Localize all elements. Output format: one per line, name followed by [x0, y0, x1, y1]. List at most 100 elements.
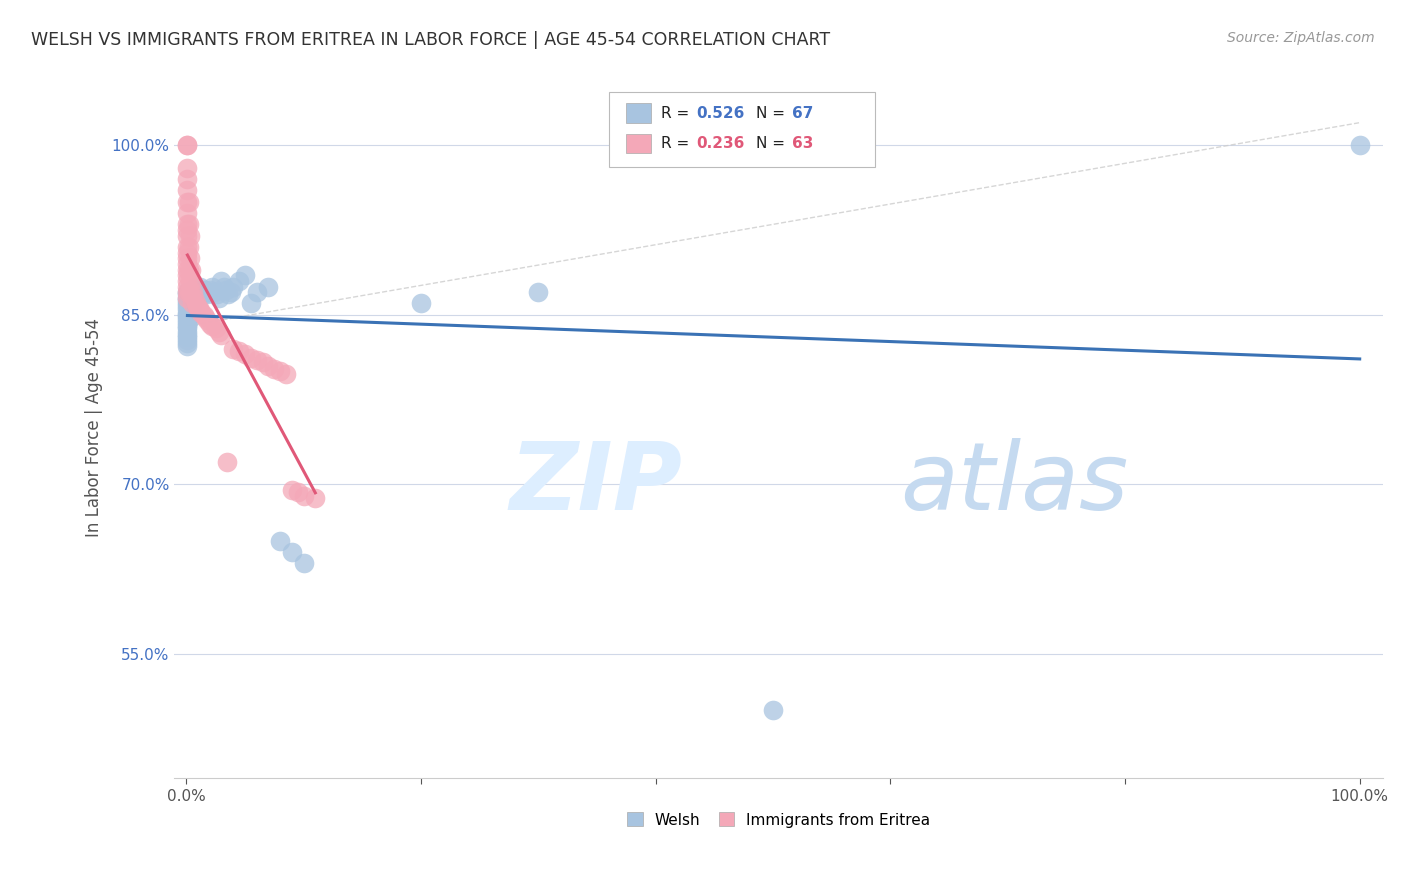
Point [180, 285, 202, 300]
Point [176, 339, 198, 353]
Point [201, 279, 224, 293]
Point [187, 301, 209, 315]
Point [269, 533, 291, 548]
Point [176, 305, 198, 319]
Point [176, 302, 198, 317]
Text: ZIP: ZIP [509, 438, 682, 530]
Point [177, 308, 200, 322]
Point [257, 279, 280, 293]
Point [177, 291, 200, 305]
Point [1348, 138, 1371, 153]
Point [176, 285, 198, 300]
Point [176, 308, 198, 322]
Point [179, 296, 201, 310]
Point [212, 279, 235, 293]
Point [202, 285, 225, 300]
Y-axis label: In Labor Force | Age 45-54: In Labor Force | Age 45-54 [86, 318, 103, 537]
Point [208, 325, 231, 339]
Point [222, 279, 245, 293]
Point [177, 285, 200, 300]
Point [205, 287, 228, 301]
Point [263, 362, 285, 376]
Point [176, 240, 198, 254]
Point [274, 367, 297, 381]
Point [176, 184, 198, 198]
Point [184, 279, 207, 293]
Point [281, 483, 304, 497]
Point [195, 287, 218, 301]
Point [177, 296, 200, 310]
Point [527, 285, 550, 300]
Point [176, 218, 198, 232]
Point [204, 321, 226, 335]
Point [217, 287, 239, 301]
Text: R =: R = [661, 106, 695, 121]
Point [176, 287, 198, 301]
Point [180, 262, 202, 277]
Point [217, 455, 239, 469]
Text: N =: N = [756, 136, 790, 152]
Point [187, 287, 209, 301]
Point [181, 274, 204, 288]
Point [176, 274, 198, 288]
Point [176, 257, 198, 271]
Text: Source: ZipAtlas.com: Source: ZipAtlas.com [1227, 31, 1375, 45]
Point [188, 279, 211, 293]
Point [188, 283, 211, 297]
Point [176, 285, 198, 300]
Point [176, 319, 198, 334]
Point [177, 240, 200, 254]
Point [304, 491, 326, 505]
Point [176, 194, 198, 209]
Point [188, 303, 211, 318]
Point [287, 485, 309, 500]
Point [176, 313, 198, 327]
Point [176, 296, 198, 310]
Point [184, 296, 207, 310]
Point [281, 545, 304, 559]
Point [233, 347, 256, 361]
Point [188, 302, 211, 317]
Point [252, 355, 274, 369]
Point [257, 359, 280, 373]
Point [179, 308, 201, 322]
Point [193, 308, 215, 322]
Point [176, 161, 198, 175]
Text: 67: 67 [792, 106, 813, 121]
Point [292, 489, 315, 503]
Point [176, 138, 198, 153]
Point [208, 291, 231, 305]
Point [239, 296, 262, 310]
Point [176, 336, 198, 351]
Point [762, 703, 785, 717]
Point [186, 285, 208, 300]
Point [181, 285, 204, 300]
Legend: Welsh, Immigrants from Eritrea: Welsh, Immigrants from Eritrea [621, 806, 936, 834]
Point [190, 305, 212, 319]
Point [177, 285, 200, 300]
Point [209, 274, 232, 288]
Point [209, 328, 232, 343]
Point [198, 283, 221, 297]
Point [201, 319, 224, 334]
Point [181, 296, 204, 310]
Point [177, 194, 200, 209]
Point [183, 291, 205, 305]
Point [193, 287, 215, 301]
Point [409, 296, 432, 310]
Text: WELSH VS IMMIGRANTS FROM ERITREA IN LABOR FORCE | AGE 45-54 CORRELATION CHART: WELSH VS IMMIGRANTS FROM ERITREA IN LABO… [31, 31, 830, 49]
Point [176, 206, 198, 220]
Point [176, 310, 198, 324]
Point [292, 557, 315, 571]
Text: 0.526: 0.526 [696, 106, 744, 121]
Point [215, 283, 238, 297]
Point [176, 262, 198, 277]
Point [177, 313, 200, 327]
Point [180, 302, 202, 317]
Text: R =: R = [661, 136, 695, 152]
Point [180, 291, 202, 305]
Point [179, 228, 201, 243]
Point [179, 274, 201, 288]
Point [233, 268, 256, 283]
Point [176, 223, 198, 237]
